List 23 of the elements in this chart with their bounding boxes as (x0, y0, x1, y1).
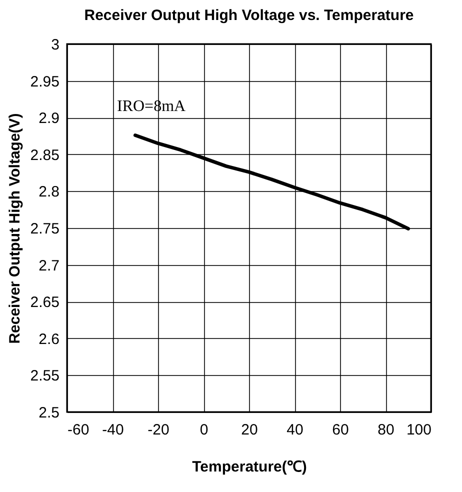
x-tick-label: 60 (332, 422, 349, 438)
y-axis-title: Receiver Output High Voltage(V) (6, 113, 24, 344)
y-tick-label: 2.7 (38, 257, 60, 274)
x-axis-title: Temperature(℃) (192, 458, 307, 476)
y-tick-label: 2.65 (30, 294, 60, 312)
y-tick-label: 2.75 (30, 220, 60, 238)
x-tick-label: 0 (200, 422, 208, 438)
x-tick-label: 100 (406, 422, 432, 438)
y-tick-label: 2.6 (38, 330, 60, 348)
x-tick-label: -60 (68, 422, 90, 438)
y-tick-label: 2.5 (38, 404, 60, 422)
x-tick-label: 80 (378, 422, 394, 438)
chart-title: Receiver Output High Voltage vs. Temperature (84, 7, 414, 24)
y-tick-label: 3 (51, 36, 60, 54)
y-tick-label: 2.85 (30, 146, 60, 164)
y-tick-label: 2.95 (30, 73, 60, 90)
y-tick-label: 2.8 (38, 184, 60, 201)
x-tick-label: -40 (102, 422, 124, 438)
y-tick-label: 2.55 (30, 368, 60, 385)
x-tick-label: -20 (148, 422, 170, 438)
x-tick-label: 20 (241, 422, 258, 438)
x-tick-label: 40 (286, 422, 304, 438)
y-tick-label: 2.9 (38, 110, 60, 128)
